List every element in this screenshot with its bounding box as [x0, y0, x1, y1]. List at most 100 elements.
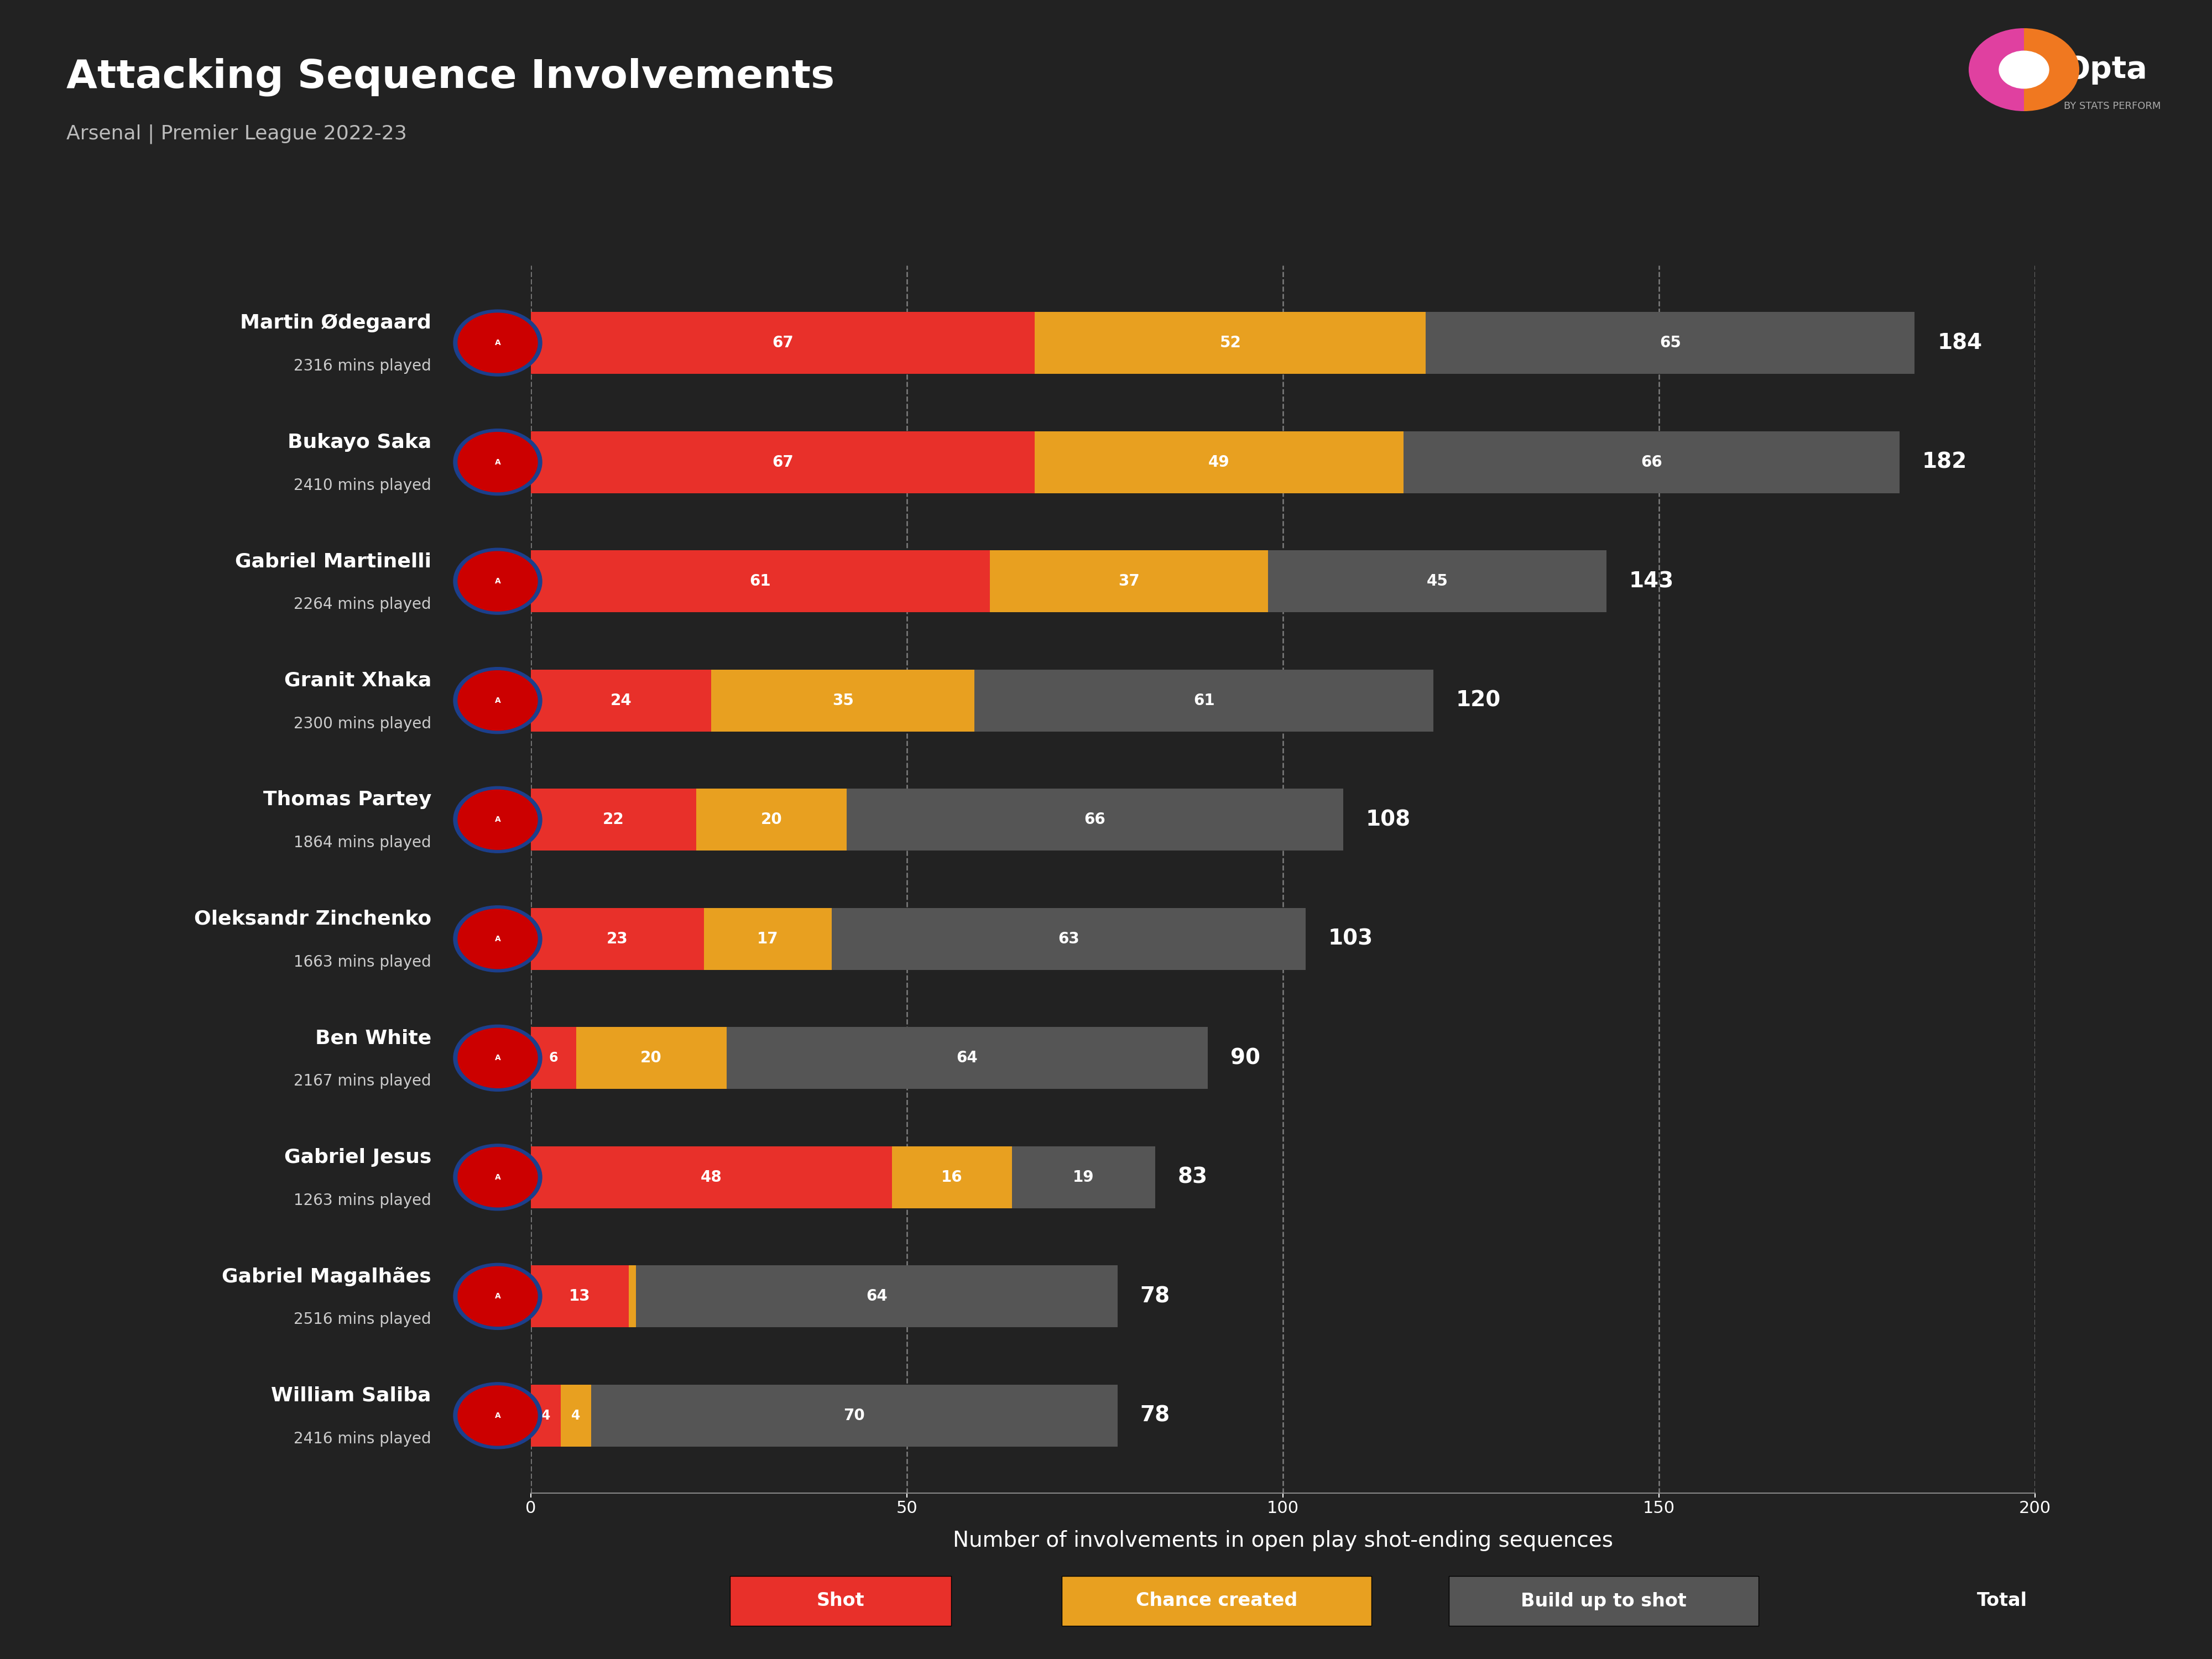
Bar: [531, 1146, 891, 1208]
Text: 1663 mins played: 1663 mins played: [294, 954, 431, 971]
Bar: [628, 1266, 637, 1327]
Text: 48: 48: [701, 1170, 721, 1185]
Bar: [531, 431, 1035, 493]
Text: 70: 70: [843, 1408, 865, 1423]
Text: 24: 24: [611, 693, 633, 708]
Text: Build up to shot: Build up to shot: [1522, 1593, 1686, 1609]
Text: 143: 143: [1628, 571, 1674, 592]
Text: Martin Ødegaard: Martin Ødegaard: [241, 314, 431, 332]
Bar: [1402, 431, 1900, 493]
Text: 1864 mins played: 1864 mins played: [294, 834, 431, 851]
Text: 22: 22: [604, 811, 624, 828]
Text: 61: 61: [750, 574, 772, 589]
Text: 2516 mins played: 2516 mins played: [294, 1312, 431, 1327]
Bar: [1427, 312, 1916, 373]
Text: 67: 67: [772, 335, 794, 350]
Text: A: A: [495, 458, 500, 466]
Bar: [726, 1027, 1208, 1088]
Text: 20: 20: [641, 1050, 661, 1065]
Text: Shot: Shot: [816, 1593, 865, 1609]
Text: Gabriel Jesus: Gabriel Jesus: [283, 1148, 431, 1166]
Bar: [975, 670, 1433, 732]
Bar: [703, 907, 832, 971]
Bar: [531, 1266, 628, 1327]
Bar: [531, 1385, 562, 1447]
Bar: [575, 1027, 726, 1088]
Text: 64: 64: [867, 1289, 887, 1304]
Bar: [531, 788, 697, 851]
Text: 83: 83: [1177, 1166, 1208, 1188]
Text: 2264 mins played: 2264 mins played: [294, 597, 431, 612]
Bar: [1035, 312, 1427, 373]
Text: 49: 49: [1208, 455, 1230, 469]
Bar: [989, 551, 1267, 612]
Text: 4: 4: [542, 1408, 551, 1422]
Bar: [531, 1027, 575, 1088]
Text: 64: 64: [956, 1050, 978, 1065]
Text: 61: 61: [1192, 693, 1214, 708]
Text: 90: 90: [1230, 1047, 1261, 1068]
Text: BY STATS PERFORM: BY STATS PERFORM: [2064, 101, 2161, 111]
Text: A: A: [495, 338, 500, 347]
Text: 63: 63: [1057, 931, 1079, 947]
Bar: [531, 670, 712, 732]
Bar: [847, 788, 1343, 851]
Text: 182: 182: [1922, 451, 1966, 473]
Text: Granit Xhaka: Granit Xhaka: [283, 672, 431, 690]
Text: Bukayo Saka: Bukayo Saka: [288, 433, 431, 451]
Text: 4: 4: [571, 1408, 580, 1422]
Text: A: A: [495, 1173, 500, 1181]
Text: 120: 120: [1455, 690, 1502, 712]
Text: Attacking Sequence Involvements: Attacking Sequence Involvements: [66, 58, 834, 96]
Text: 67: 67: [772, 455, 794, 469]
Text: 17: 17: [757, 931, 779, 947]
Bar: [832, 907, 1305, 971]
Text: 65: 65: [1659, 335, 1681, 350]
Bar: [531, 312, 1035, 373]
Bar: [531, 907, 703, 971]
Text: Total: Total: [1978, 1593, 2026, 1609]
Text: A: A: [495, 577, 500, 586]
Text: 20: 20: [761, 811, 783, 828]
Text: 37: 37: [1117, 574, 1139, 589]
Text: 35: 35: [832, 693, 854, 708]
Text: 66: 66: [1084, 811, 1106, 828]
Text: 108: 108: [1365, 810, 1411, 830]
Bar: [1035, 431, 1402, 493]
Text: 184: 184: [1938, 332, 1982, 353]
Bar: [1013, 1146, 1155, 1208]
Text: A: A: [495, 936, 500, 942]
Bar: [712, 670, 975, 732]
Text: 78: 78: [1139, 1405, 1170, 1427]
Bar: [1267, 551, 1606, 612]
Text: 6: 6: [549, 1052, 557, 1065]
X-axis label: Number of involvements in open play shot-ending sequences: Number of involvements in open play shot…: [953, 1530, 1613, 1551]
Text: 23: 23: [606, 931, 628, 947]
Bar: [562, 1385, 591, 1447]
Text: Chance created: Chance created: [1135, 1593, 1298, 1609]
Text: 2167 mins played: 2167 mins played: [294, 1073, 431, 1088]
Text: A: A: [495, 1412, 500, 1420]
Text: 52: 52: [1219, 335, 1241, 350]
Text: A: A: [495, 1053, 500, 1062]
Text: 1263 mins played: 1263 mins played: [294, 1193, 431, 1208]
Text: Thomas Partey: Thomas Partey: [263, 790, 431, 810]
Text: Oleksandr Zinchenko: Oleksandr Zinchenko: [195, 909, 431, 929]
Text: Ben White: Ben White: [314, 1029, 431, 1047]
Text: A: A: [495, 697, 500, 705]
Text: 19: 19: [1073, 1170, 1095, 1185]
Bar: [637, 1266, 1117, 1327]
Bar: [591, 1385, 1117, 1447]
Text: 66: 66: [1641, 455, 1661, 469]
Text: Opta: Opta: [2064, 55, 2148, 85]
Text: 45: 45: [1427, 574, 1449, 589]
Text: 103: 103: [1327, 929, 1374, 949]
Text: A: A: [495, 816, 500, 823]
Text: A: A: [495, 1292, 500, 1301]
Bar: [697, 788, 847, 851]
Text: 78: 78: [1139, 1286, 1170, 1307]
Text: 2300 mins played: 2300 mins played: [294, 717, 431, 732]
Bar: [891, 1146, 1013, 1208]
Text: 16: 16: [942, 1170, 962, 1185]
Text: 2410 mins played: 2410 mins played: [294, 478, 431, 493]
